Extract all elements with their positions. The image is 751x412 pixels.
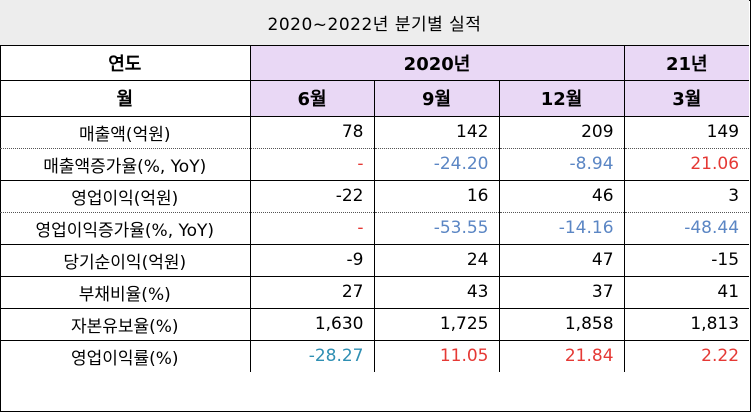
cell-value: 37 bbox=[499, 276, 625, 309]
header-year-label: 연도 bbox=[0, 46, 251, 81]
header-month: 6월 bbox=[250, 80, 375, 117]
header-month: 9월 bbox=[374, 80, 500, 117]
table-row: 영업이익증가율(%, YoY) - -53.55 -14.16 -48.44 bbox=[0, 212, 750, 245]
table-row: 매출액증가율(%, YoY) - -24.20 -8.94 21.06 bbox=[0, 148, 750, 181]
table-row: 영업이익률(%) -28.27 11.05 21.84 2.22 bbox=[0, 340, 749, 372]
cell-value: -22 bbox=[250, 180, 375, 213]
cell-value: 1,725 bbox=[374, 308, 500, 341]
table-row: 영업이익(억원) -22 16 46 3 bbox=[0, 180, 750, 213]
cell-value: -28.27 bbox=[250, 340, 375, 372]
cell-value: -48.44 bbox=[624, 212, 750, 245]
header-month-label: 월 bbox=[0, 80, 251, 117]
cell-value: 142 bbox=[374, 116, 500, 149]
cell-value: 1,813 bbox=[624, 308, 750, 341]
cell-value: 209 bbox=[499, 116, 625, 149]
row-label: 매출액증가율(%, YoY) bbox=[0, 148, 251, 181]
row-label: 매출액(억원) bbox=[0, 116, 251, 149]
cell-value: 78 bbox=[250, 116, 375, 149]
cell-value: -53.55 bbox=[374, 212, 500, 245]
cell-value: -15 bbox=[624, 244, 750, 277]
header-year-2020: 2020년 bbox=[250, 46, 625, 81]
cell-value: 3 bbox=[624, 180, 750, 213]
row-label: 자본유보율(%) bbox=[0, 308, 251, 341]
table-row: 부채비율(%) 27 43 37 41 bbox=[0, 276, 750, 309]
cell-value: 1,858 bbox=[499, 308, 625, 341]
header-row-month: 월 6월 9월 12월 3월 bbox=[0, 80, 750, 117]
cell-value: 149 bbox=[624, 116, 750, 149]
row-label: 부채비율(%) bbox=[0, 276, 251, 309]
header-month: 3월 bbox=[624, 80, 750, 117]
performance-table: 연도 2020년 21년 월 6월 9월 12월 3월 매출액(억원) 78 1… bbox=[0, 46, 750, 372]
cell-value: 24 bbox=[374, 244, 500, 277]
cell-value: 1,630 bbox=[250, 308, 375, 341]
table-row: 자본유보율(%) 1,630 1,725 1,858 1,813 bbox=[0, 308, 750, 341]
cell-value: - bbox=[250, 148, 375, 181]
cell-value: 16 bbox=[374, 180, 500, 213]
table-row: 당기순이익(억원) -9 24 47 -15 bbox=[0, 244, 750, 277]
cell-value: -24.20 bbox=[374, 148, 500, 181]
table-title: 2020~2022년 분기별 실적 bbox=[0, 0, 749, 46]
cell-value: -14.16 bbox=[499, 212, 625, 245]
cell-value: 21.84 bbox=[499, 340, 625, 372]
table-row: 매출액(억원) 78 142 209 149 bbox=[0, 116, 750, 149]
cell-value: - bbox=[250, 212, 375, 245]
row-label: 영업이익(억원) bbox=[0, 180, 251, 213]
cell-value: -9 bbox=[250, 244, 375, 277]
header-row-year: 연도 2020년 21년 bbox=[0, 46, 750, 81]
cell-value: -8.94 bbox=[499, 148, 625, 181]
row-label: 당기순이익(억원) bbox=[0, 244, 251, 277]
cell-value: 41 bbox=[624, 276, 750, 309]
header-year-21: 21년 bbox=[624, 46, 750, 81]
header-month: 12월 bbox=[499, 80, 625, 117]
cell-value: 11.05 bbox=[374, 340, 500, 372]
row-label: 영업이익증가율(%, YoY) bbox=[0, 212, 251, 245]
cell-value: 43 bbox=[374, 276, 500, 309]
cell-value: 46 bbox=[499, 180, 625, 213]
cell-value: 21.06 bbox=[624, 148, 750, 181]
cell-value: 47 bbox=[499, 244, 625, 277]
cell-value: 27 bbox=[250, 276, 375, 309]
row-label: 영업이익률(%) bbox=[0, 340, 251, 372]
cell-value: 2.22 bbox=[701, 346, 740, 367]
